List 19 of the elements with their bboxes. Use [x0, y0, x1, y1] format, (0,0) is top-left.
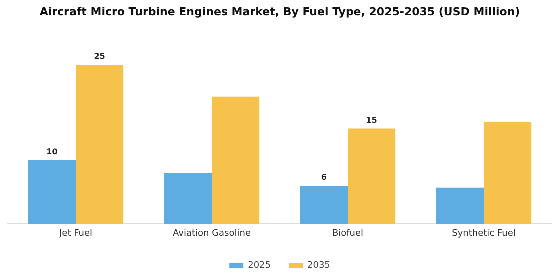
bar	[300, 186, 348, 224]
bar	[28, 160, 76, 224]
x-tick-label: Synthetic Fuel	[452, 228, 516, 239]
bar	[76, 65, 124, 224]
legend-label: 2025	[248, 260, 271, 271]
chart-title: Aircraft Micro Turbine Engines Market, By Fuel Type, 2025-2035 (USD Million)	[40, 5, 520, 18]
legend-label: 2035	[308, 260, 330, 271]
bar	[212, 96, 260, 224]
data-label: 6	[321, 173, 328, 182]
bar	[348, 128, 396, 224]
data-label: 10	[46, 148, 58, 157]
bar	[484, 122, 532, 224]
x-tick-label: Aviation Gasoline	[173, 228, 252, 239]
bar	[436, 188, 484, 224]
data-label: 25	[94, 52, 106, 62]
x-tick-label: Jet Fuel	[58, 228, 93, 239]
bar	[164, 173, 212, 224]
data-label: 15	[366, 116, 378, 125]
x-tick-label: Biofuel	[332, 228, 364, 239]
